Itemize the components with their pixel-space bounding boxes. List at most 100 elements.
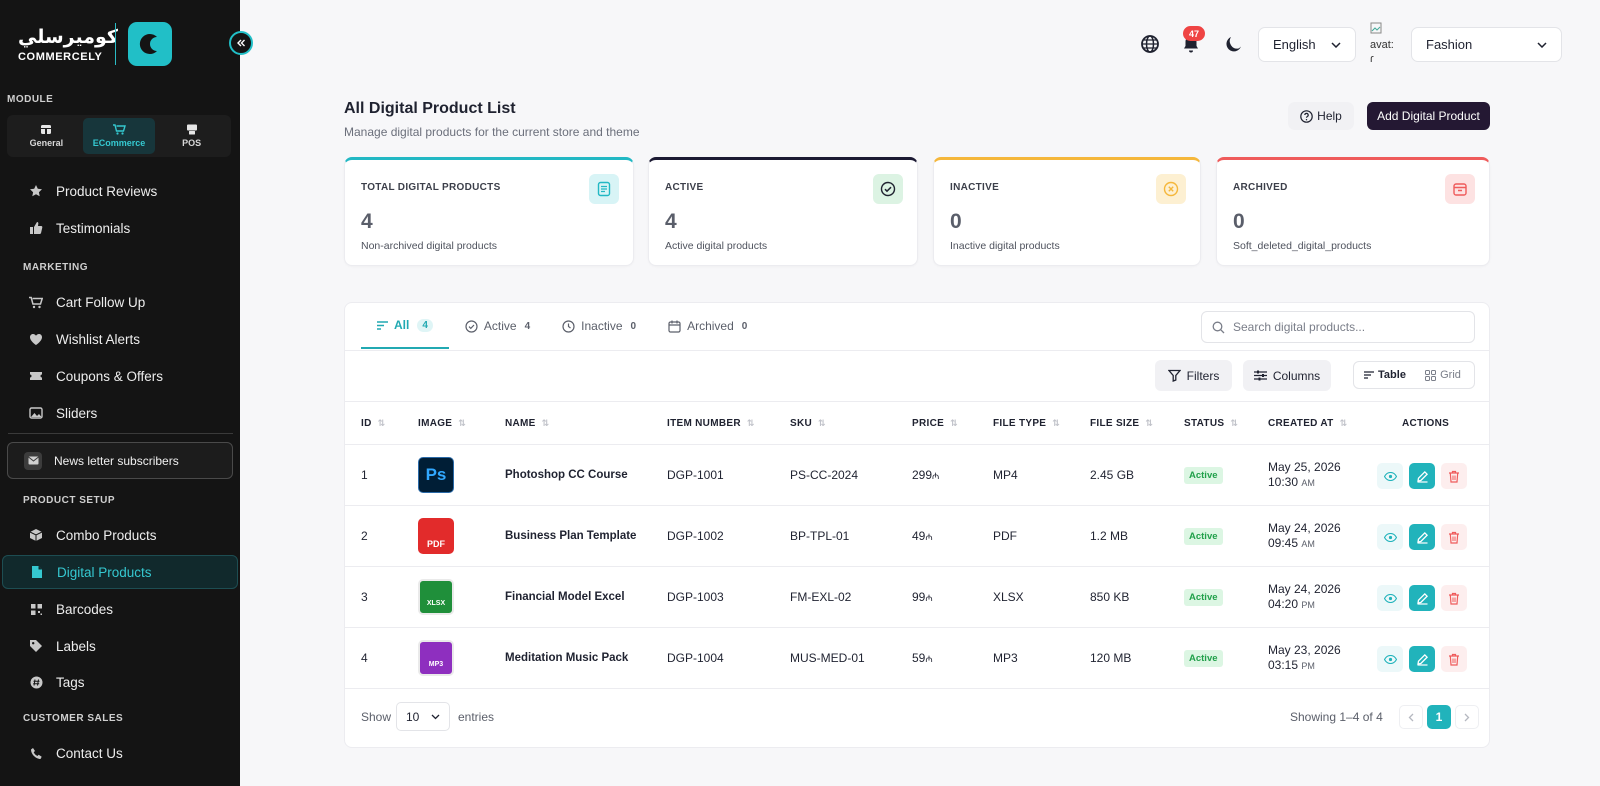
column-header-id[interactable]: ID ⇅	[361, 402, 385, 444]
page-title: All Digital Product List	[344, 100, 516, 117]
edit-button[interactable]	[1409, 585, 1435, 611]
delete-button[interactable]	[1441, 463, 1467, 489]
tab-inactive[interactable]: Inactive 0	[546, 303, 652, 349]
column-header-file-size[interactable]: FILE SIZE ⇅	[1090, 402, 1153, 444]
add-digital-product-button[interactable]: Add Digital Product	[1367, 102, 1490, 130]
archive-icon	[1445, 174, 1475, 204]
column-header-item-number[interactable]: ITEM NUMBER ⇅	[667, 402, 755, 444]
cell-file-size: 850 KB	[1090, 590, 1130, 604]
cell-file-type: MP3	[993, 651, 1018, 665]
trash-icon	[1449, 653, 1459, 666]
edit-button[interactable]	[1409, 646, 1435, 672]
cell-id: 1	[361, 468, 368, 482]
delete-button[interactable]	[1441, 646, 1467, 672]
stat-label: ARCHIVED	[1233, 182, 1288, 193]
sidebar-item-tags[interactable]: Tags	[0, 667, 240, 697]
sidebar-item-labels[interactable]: Labels	[0, 631, 240, 661]
store-select[interactable]: Fashion	[1411, 27, 1562, 62]
help-button[interactable]: Help	[1288, 102, 1354, 130]
view-button[interactable]	[1377, 585, 1403, 611]
sidebar-item-label: Contact Us	[56, 745, 123, 761]
tab-all[interactable]: All 4	[361, 303, 449, 349]
edit-icon	[1416, 592, 1428, 605]
cell-id: 2	[361, 529, 368, 543]
products-panel: All 4 Active 4 Inactive 0 Archived 0 Fil…	[344, 302, 1490, 748]
moon-icon[interactable]	[1222, 33, 1244, 55]
column-header-image[interactable]: IMAGE ⇅	[418, 402, 466, 444]
sidebar-item-coupons-offers[interactable]: Coupons & Offers	[0, 361, 240, 391]
next-page-button[interactable]	[1455, 705, 1479, 729]
sidebar-item-digital-products[interactable]: Digital Products	[2, 555, 238, 589]
page-button[interactable]: 1	[1427, 705, 1451, 729]
edit-button[interactable]	[1409, 524, 1435, 550]
sidebar-collapse-button[interactable]	[229, 31, 253, 55]
chevron-down-icon	[1537, 41, 1547, 48]
sidebar-item-contact-us[interactable]: Contact Us	[0, 738, 240, 768]
delete-button[interactable]	[1441, 585, 1467, 611]
sidebar-item-combo-products[interactable]: Combo Products	[0, 520, 240, 550]
cell-created-at: May 24, 2026 04:20 PM	[1268, 567, 1341, 627]
column-header-sku[interactable]: SKU ⇅	[790, 402, 826, 444]
view-table-button[interactable]: Table	[1356, 364, 1414, 386]
sidebar-item-sliders[interactable]: Sliders	[0, 398, 240, 428]
stat-note: Active digital products	[665, 240, 768, 252]
sidebar-item-barcodes[interactable]: Barcodes	[0, 594, 240, 624]
cell-file-type: XLSX	[993, 590, 1024, 604]
view-button[interactable]	[1377, 463, 1403, 489]
module-label: POS	[182, 138, 202, 148]
brand-english-name: COMMERCELY	[18, 50, 103, 63]
cell-name[interactable]: Financial Model Excel	[505, 591, 625, 603]
column-header-status[interactable]: STATUS ⇅	[1184, 402, 1238, 444]
module-ecommerce[interactable]: ECommerce	[82, 118, 156, 154]
filters-button[interactable]: Filters	[1155, 360, 1232, 391]
columns-label: Columns	[1272, 368, 1321, 383]
created-time: 10:30	[1268, 474, 1299, 489]
trash-icon	[1449, 470, 1459, 483]
sidebar-item-cart-follow-up[interactable]: Cart Follow Up	[0, 287, 240, 317]
cell-name[interactable]: Photoshop CC Course	[505, 469, 628, 481]
status-tabs: All 4 Active 4 Inactive 0 Archived 0	[361, 303, 763, 350]
cell-file-size: 120 MB	[1090, 651, 1132, 665]
cell-price: 299 ₼	[912, 445, 939, 505]
sidebar-item-wishlist-alerts[interactable]: Wishlist Alerts	[0, 324, 240, 354]
sidebar-item-testimonials[interactable]: Testimonials	[0, 213, 240, 243]
cell-name[interactable]: Business Plan Template	[505, 530, 637, 542]
prev-page-button[interactable]	[1399, 705, 1423, 729]
module-general[interactable]: General	[10, 118, 83, 154]
tab-archived[interactable]: Archived 0	[652, 303, 763, 349]
view-button[interactable]	[1377, 646, 1403, 672]
stat-label: ACTIVE	[665, 182, 704, 193]
delete-button[interactable]	[1441, 524, 1467, 550]
columns-button[interactable]: Columns	[1243, 360, 1331, 391]
column-header-created-at[interactable]: CREATED AT ⇅	[1268, 402, 1347, 444]
cell-sku: MUS-MED-01	[790, 651, 865, 665]
avatar[interactable]: avat: ɾ	[1370, 22, 1404, 66]
column-header-price[interactable]: PRICE ⇅	[912, 402, 958, 444]
x-circle-icon	[1156, 174, 1186, 204]
sidebar-item-product-reviews[interactable]: Product Reviews	[0, 176, 240, 206]
search-input[interactable]	[1233, 320, 1453, 334]
module-pos[interactable]: POS	[155, 118, 228, 154]
cell-file-type: PDF	[993, 529, 1017, 543]
sidebar-item-newsletter-subscribers[interactable]: News letter subscribers	[7, 442, 233, 479]
stat-card-archived: ARCHIVED 0 Soft_deleted_digital_products	[1216, 157, 1490, 266]
edit-button[interactable]	[1409, 463, 1435, 489]
created-date: May 25, 2026	[1268, 459, 1341, 474]
view-button[interactable]	[1377, 524, 1403, 550]
column-header-file-type[interactable]: FILE TYPE ⇅	[993, 402, 1060, 444]
store-value: Fashion	[1426, 37, 1473, 52]
column-label: NAME	[505, 417, 536, 429]
brand[interactable]: كوميرسلي COMMERCELY	[18, 22, 172, 66]
brand-divider	[115, 23, 116, 65]
cell-sku: PS-CC-2024	[790, 468, 859, 482]
eye-icon	[1383, 471, 1397, 481]
column-header-name[interactable]: NAME ⇅	[505, 402, 550, 444]
cell-status: Active	[1184, 628, 1223, 688]
view-grid-button[interactable]: Grid	[1414, 364, 1472, 386]
tab-active[interactable]: Active 4	[449, 303, 546, 349]
entries-per-page-select[interactable]: 10	[396, 702, 450, 731]
cell-name[interactable]: Meditation Music Pack	[505, 652, 629, 664]
language-select[interactable]: English	[1258, 27, 1356, 62]
cell-id: 4	[361, 651, 368, 665]
globe-icon[interactable]	[1139, 33, 1161, 55]
